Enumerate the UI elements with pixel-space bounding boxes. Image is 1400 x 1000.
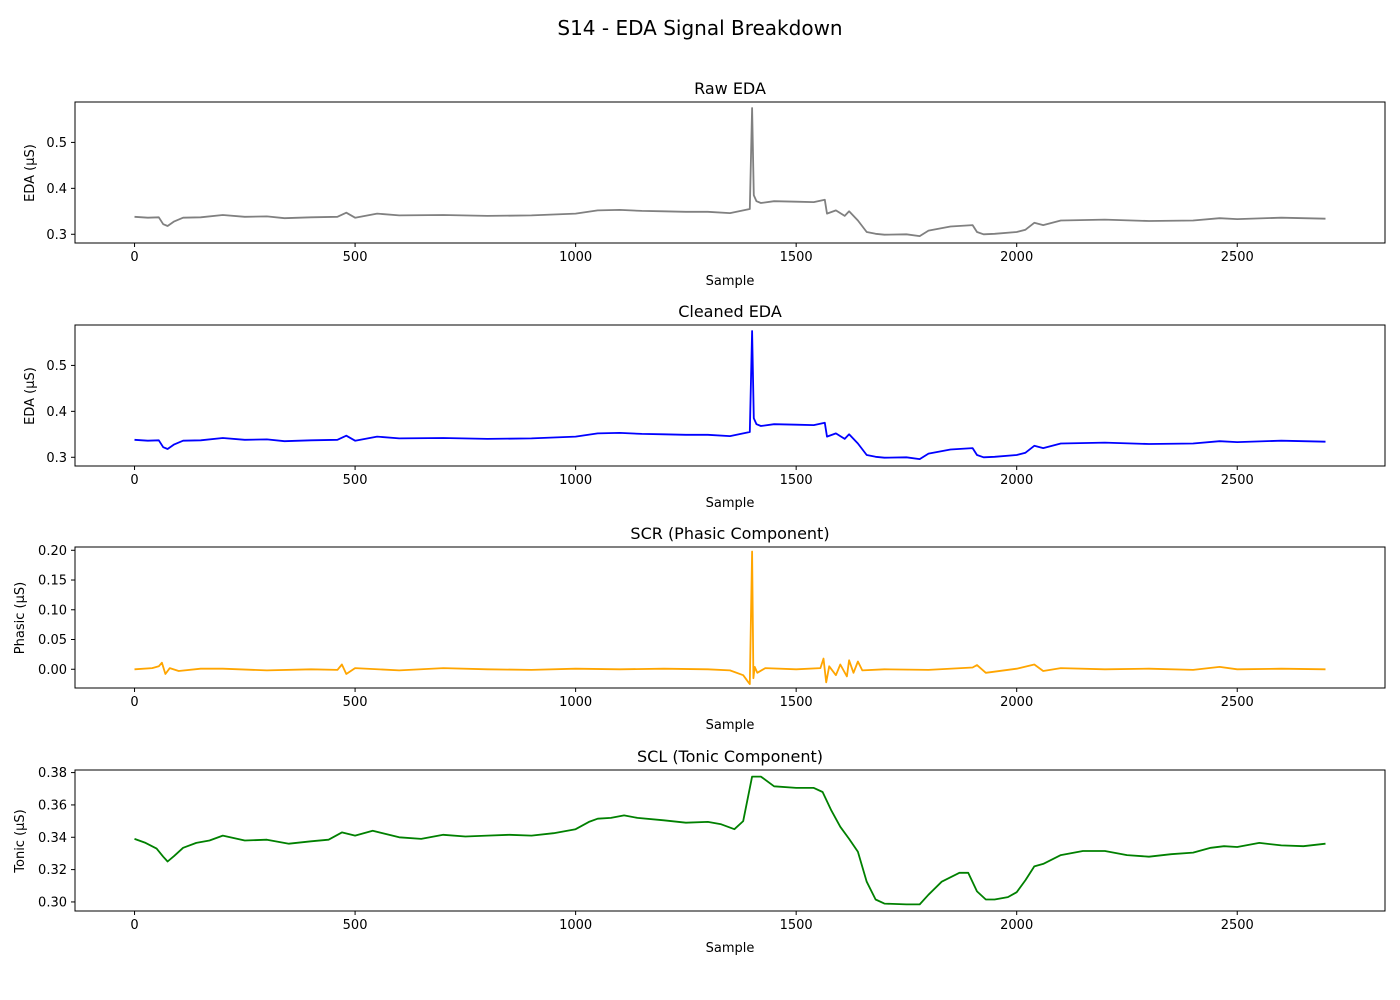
y-tick-label: 0.5 — [46, 136, 67, 151]
x-tick-label: 500 — [343, 250, 368, 265]
x-tick-label: 1000 — [559, 250, 592, 265]
y-tick-label: 0.10 — [38, 603, 67, 618]
signal-line — [134, 107, 1326, 238]
y-tick-label: 0.4 — [46, 182, 67, 197]
x-tick-label: 1000 — [559, 473, 592, 488]
x-axis-label: Sample — [706, 274, 755, 289]
plot-frame — [74, 101, 1386, 244]
signal-line — [134, 550, 1326, 685]
figure-title: S14 - EDA Signal Breakdown — [557, 16, 842, 40]
panel-title: SCR (Phasic Component) — [630, 524, 829, 543]
x-tick-label: 2500 — [1221, 250, 1254, 265]
y-tick-label: 0.5 — [46, 359, 67, 374]
plot-frame — [74, 546, 1386, 689]
y-tick-label: 0.05 — [38, 633, 67, 648]
x-tick-label: 1500 — [780, 250, 813, 265]
x-tick-label: 2500 — [1221, 473, 1254, 488]
y-tick-label: 0.36 — [38, 798, 67, 813]
panel-title: Raw EDA — [694, 79, 766, 98]
x-tick-label: 0 — [130, 695, 138, 710]
signal-line — [134, 775, 1326, 906]
y-tick-label: 0.15 — [38, 574, 67, 589]
x-tick-label: 0 — [130, 473, 138, 488]
x-tick-label: 1500 — [780, 695, 813, 710]
plot-frame — [74, 324, 1386, 467]
y-tick-label: 0.3 — [46, 451, 67, 466]
y-tick-label: 0.3 — [46, 228, 67, 243]
panel-title: Cleaned EDA — [678, 302, 782, 321]
x-tick-label: 2000 — [1000, 473, 1033, 488]
x-tick-label: 500 — [343, 695, 368, 710]
x-tick-label: 1500 — [780, 473, 813, 488]
y-axis-label: Phasic (µS) — [13, 582, 28, 654]
panel-title: SCL (Tonic Component) — [637, 747, 823, 766]
y-tick-label: 0.30 — [38, 895, 67, 910]
signal-line — [134, 330, 1326, 461]
x-axis-label: Sample — [706, 718, 755, 733]
y-axis-label: EDA (µS) — [23, 367, 38, 425]
x-tick-label: 1000 — [559, 918, 592, 933]
y-axis-label: EDA (µS) — [23, 144, 38, 202]
panel-phasic-component: SCR (Phasic Component) Sample Phasic (µS… — [13, 524, 1386, 733]
x-axis-label: Sample — [706, 941, 755, 956]
y-tick-label: 0.00 — [38, 663, 67, 678]
panel-tonic-component: SCL (Tonic Component) Sample Tonic (µS) … — [13, 747, 1386, 956]
x-tick-label: 2500 — [1221, 695, 1254, 710]
x-tick-label: 2000 — [1000, 918, 1033, 933]
x-tick-label: 0 — [130, 250, 138, 265]
x-tick-label: 0 — [130, 918, 138, 933]
x-tick-label: 2000 — [1000, 695, 1033, 710]
x-tick-label: 1500 — [780, 918, 813, 933]
y-tick-label: 0.20 — [38, 544, 67, 559]
panel-raw-eda: Raw EDA Sample EDA (µS) 0 500 1000 1500 2000… — [23, 79, 1386, 289]
y-tick-label: 0.32 — [38, 863, 67, 878]
x-tick-label: 2000 — [1000, 250, 1033, 265]
y-tick-label: 0.38 — [38, 766, 67, 781]
plot-frame — [74, 769, 1386, 912]
y-axis-label: Tonic (µS) — [13, 809, 28, 873]
y-tick-label: 0.34 — [38, 831, 67, 846]
x-tick-label: 500 — [343, 473, 368, 488]
x-tick-label: 500 — [343, 918, 368, 933]
x-tick-label: 1000 — [559, 695, 592, 710]
x-axis-label: Sample — [706, 496, 755, 511]
x-tick-label: 2500 — [1221, 918, 1254, 933]
y-tick-label: 0.4 — [46, 405, 67, 420]
panel-cleaned-eda: Cleaned EDA Sample EDA (µS) 0 500 1000 1500… — [23, 302, 1386, 511]
